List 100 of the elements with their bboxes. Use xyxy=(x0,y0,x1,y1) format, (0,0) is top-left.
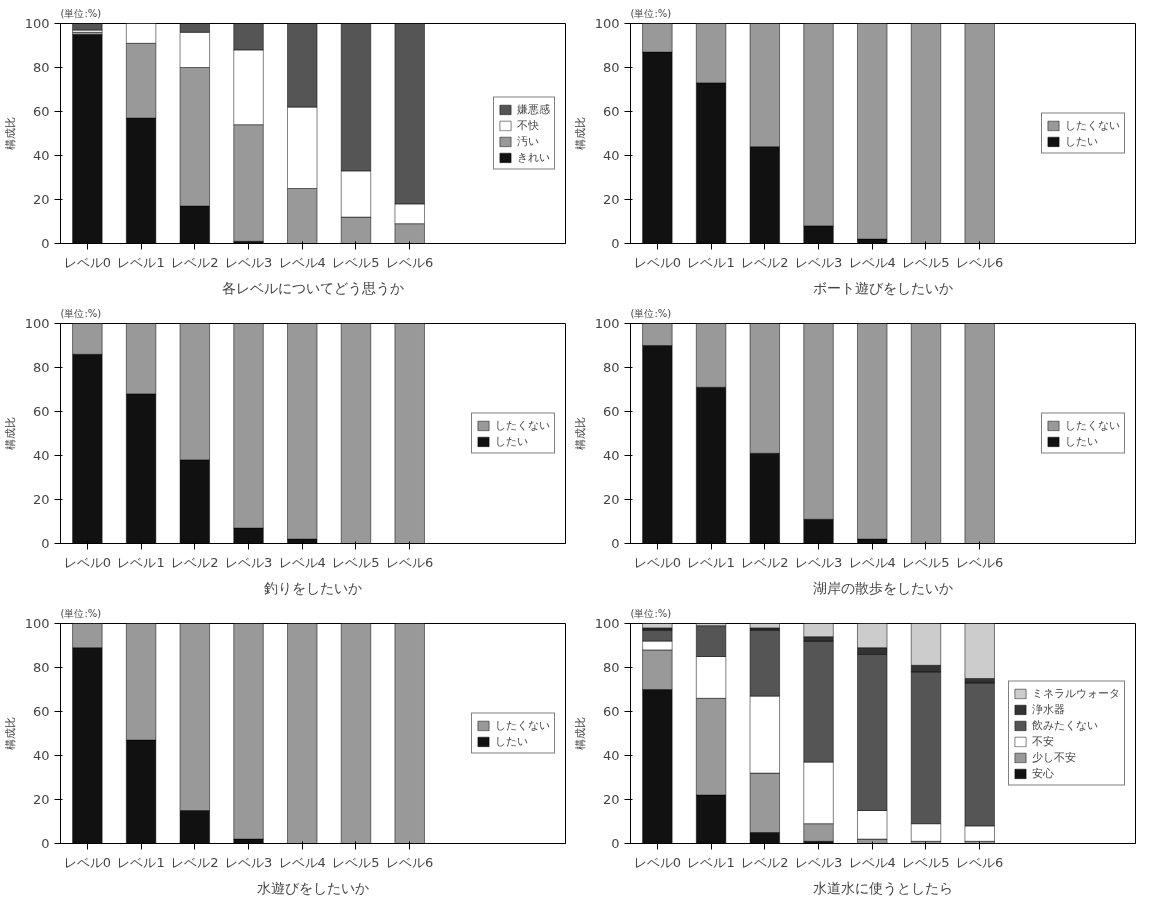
x-tick-label: レベル3 xyxy=(224,554,273,570)
x-tick-label: レベル4 xyxy=(848,854,896,870)
y-axis-title: 構成比 xyxy=(573,717,587,750)
legend-label: 汚い xyxy=(517,133,539,149)
y-tick-label: 60 xyxy=(32,104,50,119)
y-tick-label: 80 xyxy=(602,60,620,75)
y-tick-label: 80 xyxy=(602,360,620,375)
x-tick-label: レベル4 xyxy=(848,254,896,270)
y-tick-label: 20 xyxy=(32,792,50,807)
text: (単位:%) xyxy=(60,307,102,319)
x-tick-label: レベル5 xyxy=(332,554,380,570)
y-axis-title: 構成比 xyxy=(573,117,587,150)
x-tick-label: レベル4 xyxy=(278,854,326,870)
y-tick-label: 0 xyxy=(611,236,620,251)
text: (単位:%) xyxy=(60,7,102,19)
y-tick-label: 80 xyxy=(32,660,50,675)
text: 釣りをしたいか xyxy=(264,579,362,596)
text: 水遊びをしたいか xyxy=(257,879,369,896)
y-tick-label: 100 xyxy=(594,16,620,31)
text: (単位:%) xyxy=(630,607,672,619)
legend-label: 浄水器 xyxy=(1032,701,1065,717)
y-tick-label: 20 xyxy=(32,492,50,507)
y-tick-label: 20 xyxy=(602,192,620,207)
x-tick-label: レベル6 xyxy=(386,854,434,870)
x-tick-label: レベル2 xyxy=(741,254,789,270)
y-tick-label: 60 xyxy=(602,704,620,719)
x-tick-label: レベル2 xyxy=(741,854,789,870)
y-tick-label: 20 xyxy=(602,792,620,807)
x-tick-label: レベル2 xyxy=(171,254,219,270)
y-tick-label: 0 xyxy=(41,836,50,851)
y-tick-label: 60 xyxy=(32,704,50,719)
y-tick-label: 40 xyxy=(602,748,620,763)
y-axis-title: 構成比 xyxy=(3,117,17,150)
y-tick-label: 0 xyxy=(611,836,620,851)
text: (単位:%) xyxy=(60,607,102,619)
y-tick-label: 40 xyxy=(602,448,620,463)
y-tick-label: 100 xyxy=(24,16,50,31)
y-tick-label: 40 xyxy=(32,448,50,463)
legend-label: したくない xyxy=(1065,117,1120,133)
legend-label: したい xyxy=(1065,433,1098,449)
x-tick-label: レベル1 xyxy=(687,854,735,870)
y-tick-label: 0 xyxy=(611,536,620,551)
y-tick-label: 80 xyxy=(32,360,50,375)
x-tick-label: レベル0 xyxy=(633,254,682,270)
text: ボート遊びをしたいか xyxy=(813,279,953,296)
x-tick-label: レベル0 xyxy=(633,554,682,570)
y-tick-label: 60 xyxy=(602,404,620,419)
y-tick-label: 80 xyxy=(602,660,620,675)
x-tick-label: レベル0 xyxy=(63,554,112,570)
y-axis-title: 構成比 xyxy=(3,717,17,750)
legend-label: 不快 xyxy=(517,117,539,133)
text: (単位:%) xyxy=(630,7,672,19)
legend-label: したい xyxy=(1065,133,1098,149)
x-tick-label: レベル5 xyxy=(902,254,950,270)
x-tick-label: レベル5 xyxy=(902,554,950,570)
y-tick-label: 100 xyxy=(594,316,620,331)
x-tick-label: レベル4 xyxy=(848,554,896,570)
x-tick-label: レベル1 xyxy=(687,554,735,570)
x-tick-label: レベル2 xyxy=(171,854,219,870)
x-tick-label: レベル2 xyxy=(741,554,789,570)
y-tick-label: 40 xyxy=(32,748,50,763)
y-tick-label: 0 xyxy=(41,536,50,551)
legend-label: 不安 xyxy=(1032,733,1054,749)
x-tick-label: レベル6 xyxy=(956,254,1004,270)
legend-label: 少し不安 xyxy=(1032,749,1076,765)
x-tick-label: レベル2 xyxy=(171,554,219,570)
x-tick-label: レベル5 xyxy=(332,854,380,870)
x-tick-label: レベル3 xyxy=(794,854,843,870)
x-tick-label: レベル1 xyxy=(117,854,165,870)
y-tick-label: 40 xyxy=(602,148,620,163)
y-axis-title: 構成比 xyxy=(3,417,17,450)
x-tick-label: レベル3 xyxy=(224,254,273,270)
x-tick-label: レベル1 xyxy=(687,254,735,270)
x-tick-label: レベル1 xyxy=(117,554,165,570)
x-tick-label: レベル3 xyxy=(794,554,843,570)
x-tick-label: レベル4 xyxy=(278,554,326,570)
legend-label: きれい xyxy=(517,149,550,165)
legend-label: したい xyxy=(495,733,528,749)
legend-label: したくない xyxy=(495,717,550,733)
y-tick-label: 0 xyxy=(41,236,50,251)
legend-label: 飲みたくない xyxy=(1032,717,1098,733)
x-tick-label: レベル0 xyxy=(63,254,112,270)
legend-label: したい xyxy=(495,433,528,449)
x-tick-label: レベル3 xyxy=(224,854,273,870)
x-tick-label: レベル5 xyxy=(332,254,380,270)
text: 各レベルについてどう思うか xyxy=(222,279,404,296)
legend-label: したくない xyxy=(495,417,550,433)
x-tick-label: レベル4 xyxy=(278,254,326,270)
x-tick-label: レベル6 xyxy=(386,254,434,270)
y-tick-label: 100 xyxy=(24,616,50,631)
legend-label: したくない xyxy=(1065,417,1120,433)
y-tick-label: 100 xyxy=(24,316,50,331)
y-tick-label: 20 xyxy=(602,492,620,507)
y-tick-label: 40 xyxy=(32,148,50,163)
y-tick-label: 80 xyxy=(32,60,50,75)
x-tick-label: レベル5 xyxy=(902,854,950,870)
y-tick-label: 20 xyxy=(32,192,50,207)
legend-label: 嫌悪感 xyxy=(517,101,550,117)
y-tick-label: 100 xyxy=(594,616,620,631)
x-tick-label: レベル6 xyxy=(956,554,1004,570)
